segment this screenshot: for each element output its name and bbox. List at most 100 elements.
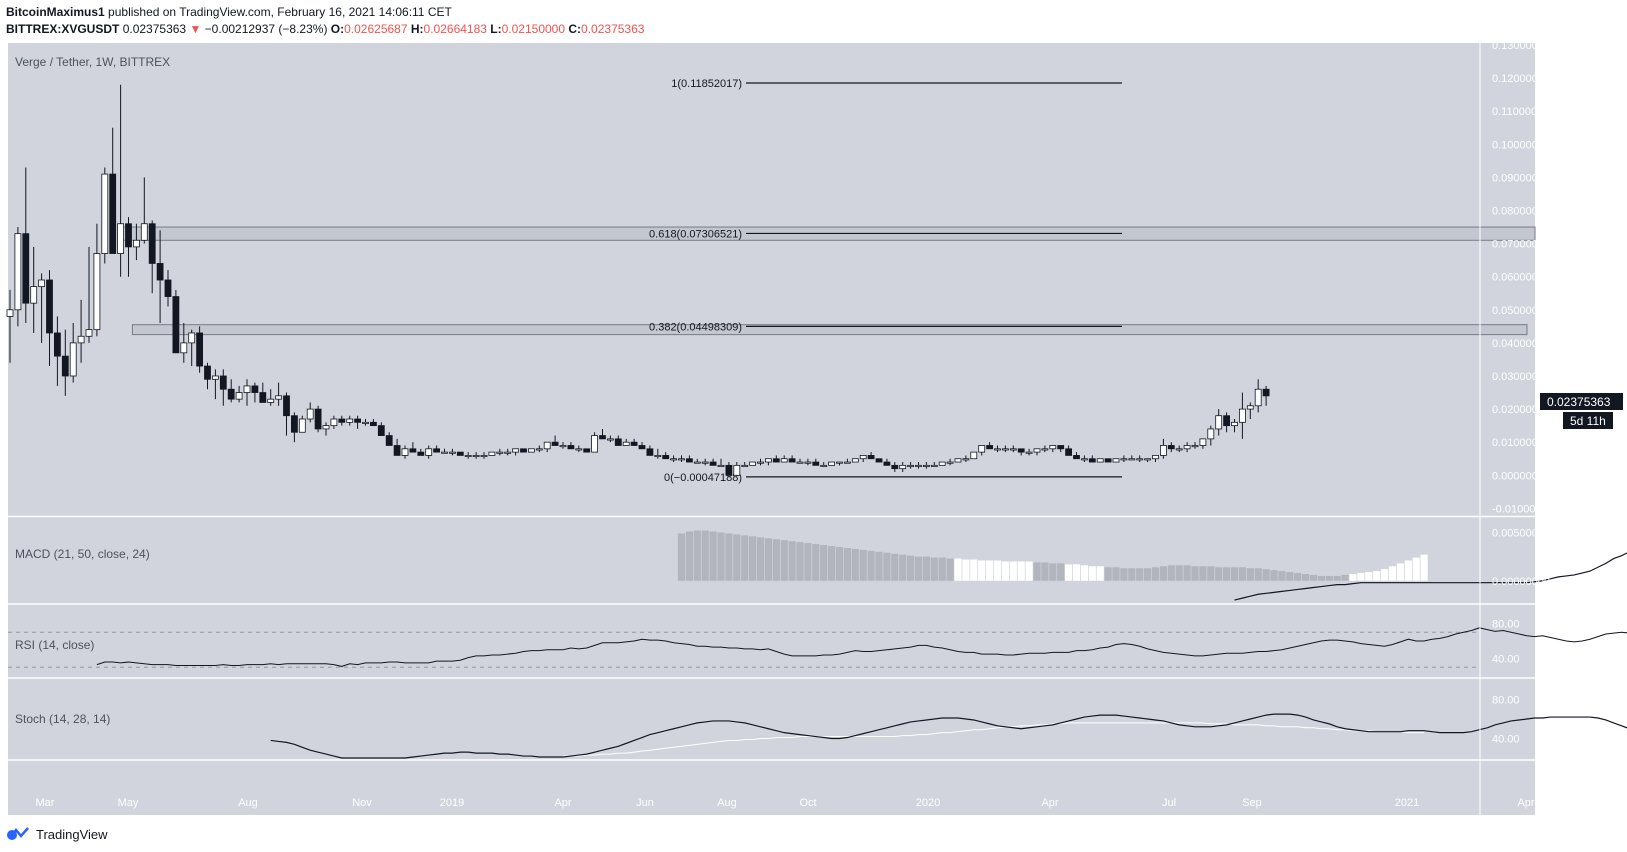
candle-body <box>772 458 780 463</box>
macd-histogram-bar <box>693 530 701 581</box>
candle-body <box>480 455 488 458</box>
time-tick-label: Mar <box>36 797 55 809</box>
candle-body <box>338 418 346 423</box>
candle-body <box>219 375 227 390</box>
candle-body <box>599 435 606 440</box>
candle-body <box>646 448 654 456</box>
macd-histogram-bar <box>1128 568 1136 581</box>
macd-histogram-bar <box>993 560 1002 581</box>
candle-body <box>757 461 764 464</box>
candle-body <box>54 332 61 357</box>
candle-body <box>77 335 85 344</box>
candle-body <box>1136 458 1144 461</box>
macd-histogram-bar <box>812 544 820 581</box>
candle-body <box>148 223 156 264</box>
macd-histogram-bar <box>867 550 875 581</box>
candle-body <box>543 441 551 450</box>
tradingview-footer[interactable]: TradingView <box>6 826 108 842</box>
price-tick-label: 0.00000000 <box>1492 470 1550 482</box>
candle-body <box>441 451 448 454</box>
candle-body <box>125 223 132 248</box>
time-tick-label: 2020 <box>916 797 940 809</box>
macd-histogram-bar <box>986 560 994 581</box>
candle-body <box>535 448 543 451</box>
candle-body <box>962 458 970 461</box>
price-tick-label: 0.05000000 <box>1492 305 1550 317</box>
candle-body <box>551 441 559 446</box>
stoch-tick-label: 40.00 <box>1492 734 1520 746</box>
candle-body <box>709 461 717 466</box>
candle-body <box>1017 448 1025 453</box>
stoch-pane[interactable] <box>270 710 1627 759</box>
candle-body <box>132 239 140 248</box>
macd-histogram-bar <box>1294 573 1302 581</box>
macd-histogram-bar <box>1278 571 1286 581</box>
macd-histogram-bar <box>1072 564 1081 581</box>
candle-body <box>1207 428 1215 440</box>
candle-body <box>298 418 306 433</box>
macd-histogram-bar <box>970 559 978 581</box>
candle-body <box>243 385 251 393</box>
macd-histogram-bar <box>1104 567 1112 581</box>
macd-histogram-bar <box>1191 566 1199 581</box>
macd-histogram-bar <box>922 556 930 581</box>
candle-body <box>559 445 567 448</box>
symbol-name[interactable]: BITTREX:XVGUSDT <box>6 22 120 36</box>
rsi-tick-label: 40.00 <box>1492 654 1520 666</box>
time-tick-label: Apr <box>1517 797 1534 809</box>
candle-body <box>188 332 196 344</box>
candle-body <box>844 461 851 464</box>
candle-body <box>662 455 670 460</box>
macd-histogram-bar <box>1151 567 1160 581</box>
candle-body <box>369 421 377 427</box>
time-tick-label: Aug <box>238 797 258 809</box>
macd-histogram-bar <box>1065 564 1073 581</box>
candle-body <box>1223 415 1230 427</box>
publish-info: published on TradingView.com, February 1… <box>108 5 452 19</box>
rsi-pane[interactable] <box>8 615 1627 668</box>
candle-body <box>583 448 591 453</box>
candle-body <box>1152 455 1159 460</box>
candle-body <box>567 445 575 450</box>
candle-body <box>1231 421 1238 427</box>
candle-body <box>69 342 77 377</box>
price-tick-label: -0.01000000 <box>1492 503 1554 515</box>
candle-body <box>401 448 409 456</box>
candle-body <box>464 455 472 458</box>
resistance-zone <box>131 324 1528 336</box>
macd-histogram-bar <box>1049 563 1057 581</box>
candle-body <box>930 464 938 467</box>
macd-histogram-bar <box>1333 575 1341 581</box>
candle-body <box>172 296 180 354</box>
macd-histogram-bar <box>725 533 733 581</box>
macd-pane[interactable] <box>677 530 1627 601</box>
macd-histogram-bar <box>962 559 970 581</box>
macd-histogram-bar <box>859 549 867 581</box>
candle-body <box>1057 445 1065 450</box>
candle-body <box>796 461 804 464</box>
open-value: 0.02625687 <box>344 22 408 36</box>
stoch-title: Stoch (14, 28, 14) <box>15 712 110 726</box>
macd-histogram-bar <box>1041 562 1049 581</box>
macd-histogram-bar <box>1230 567 1239 581</box>
macd-histogram-bar <box>733 534 741 581</box>
candle-body <box>891 464 899 470</box>
macd-histogram-bar <box>1159 566 1167 581</box>
author-name[interactable]: BitcoinMaximus1 <box>6 5 105 19</box>
macd-histogram-bar <box>1309 574 1318 581</box>
macd-histogram-bar <box>701 530 709 581</box>
macd-histogram-bar <box>1057 563 1065 581</box>
candle-body <box>156 263 164 281</box>
high-label: H: <box>410 22 424 36</box>
candle-body <box>1120 458 1128 461</box>
candle-body <box>472 455 480 458</box>
price-pane[interactable]: 1(0.11852017) 0.618(0.07306521) 0.382(0.04… <box>6 78 1536 484</box>
macd-histogram-bar <box>1365 572 1373 581</box>
candle-body <box>1104 458 1112 463</box>
rsi-line <box>96 627 1627 667</box>
tradingview-logo-icon <box>7 827 29 840</box>
macd-histogram-bar <box>843 547 851 581</box>
candle-body <box>1009 448 1017 451</box>
candle-body <box>259 392 267 403</box>
